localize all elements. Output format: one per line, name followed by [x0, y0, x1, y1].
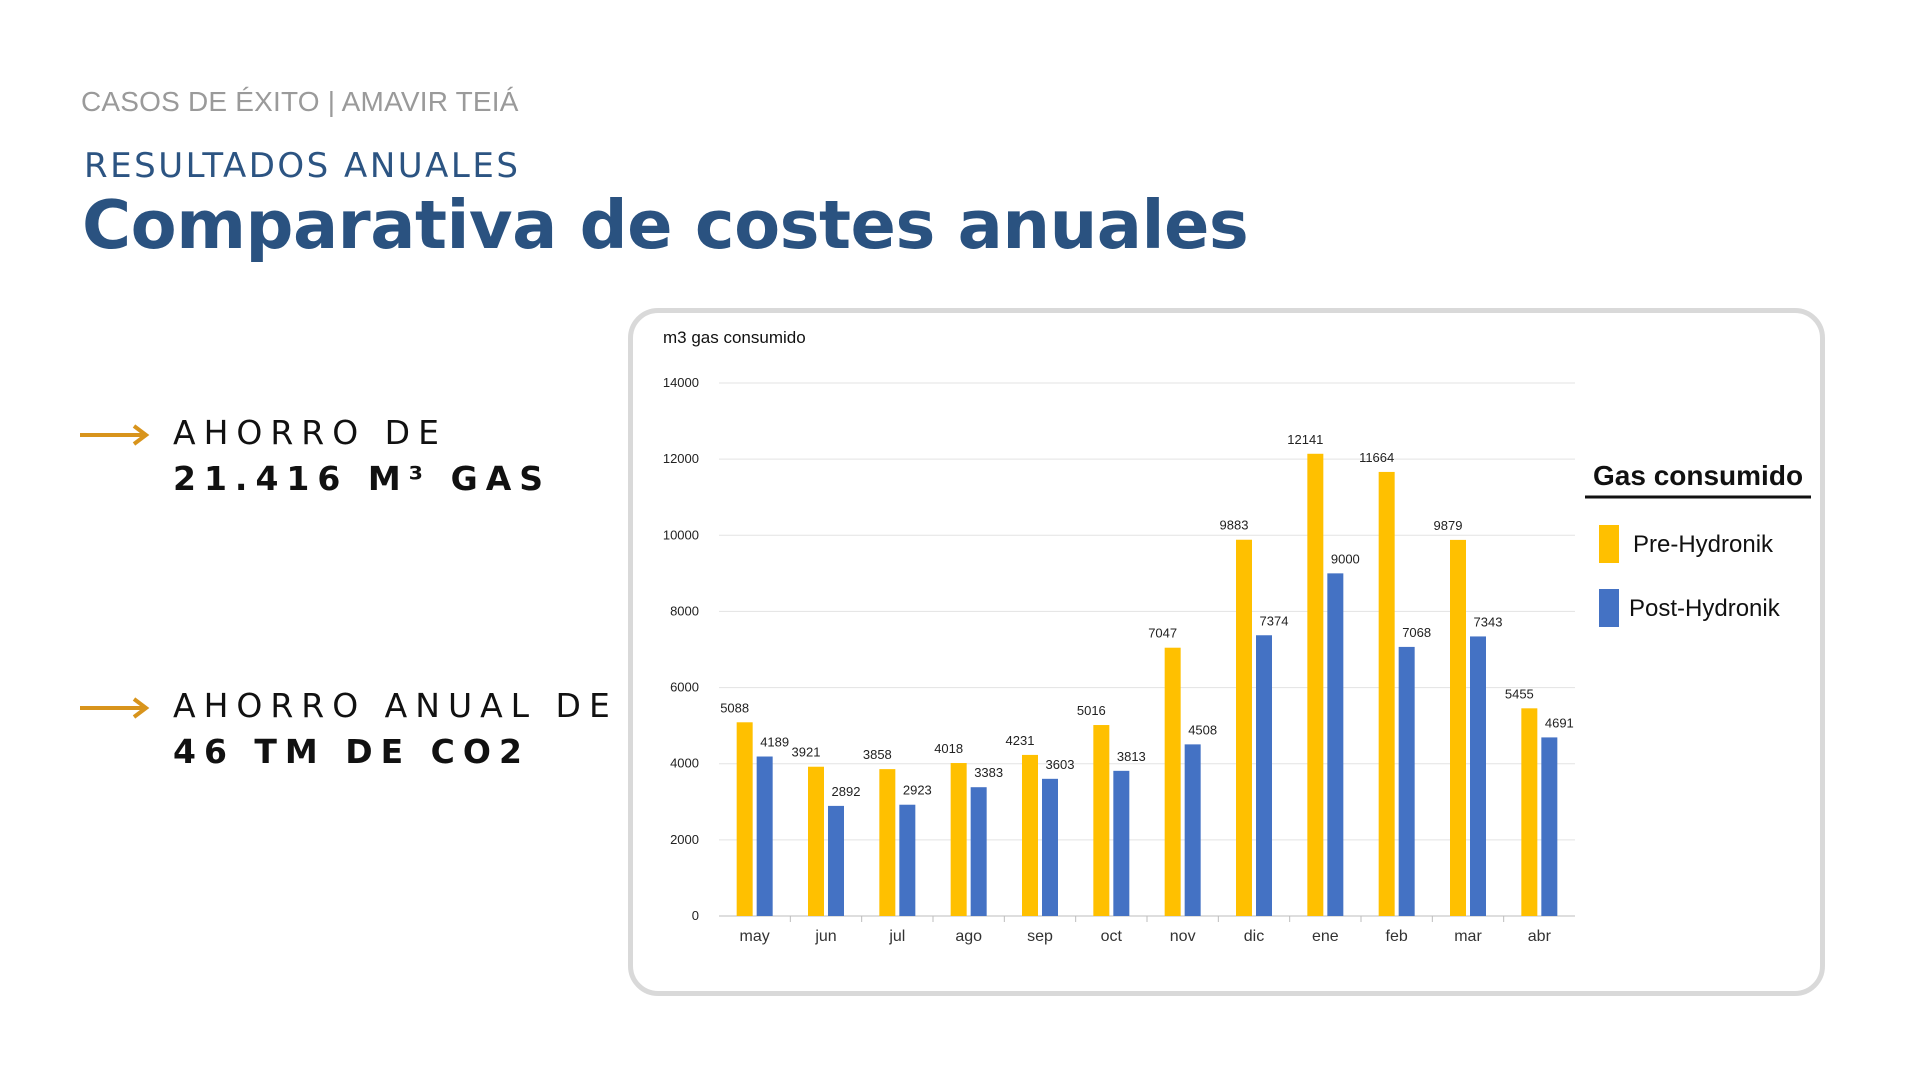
x-tick-label: jul [888, 928, 905, 945]
data-label: 2923 [903, 783, 932, 798]
x-tick-label: abr [1528, 928, 1552, 945]
stat-label: AHORRO DE [173, 413, 447, 452]
bar-pre-hydronik [1521, 708, 1538, 916]
bar-chart: m3 gas consumido 0 2000 4000 6000 8000 10000 12… [663, 328, 1811, 945]
data-label: 9879 [1434, 518, 1463, 533]
page-title: Comparativa de costes anuales [82, 186, 1249, 264]
bar-post-hydronik [899, 804, 916, 916]
data-label: 3383 [974, 765, 1003, 780]
bar-pre-hydronik [1307, 453, 1324, 916]
bar-post-hydronik [970, 787, 987, 916]
bar-pre-hydronik [950, 763, 967, 916]
x-tick-label: ago [955, 928, 982, 945]
y-tick-label: 2000 [670, 832, 699, 847]
bar-pre-hydronik [736, 722, 753, 916]
bar-pre-hydronik [879, 769, 896, 916]
data-label: 11664 [1359, 450, 1394, 465]
bar-pre-hydronik [1378, 471, 1395, 916]
section-eyebrow: CASOS DE ÉXITO | AMAVIR TEIÁ [81, 86, 519, 117]
data-label: 4231 [1006, 733, 1035, 748]
bar-post-hydronik [756, 756, 773, 916]
bar-post-hydronik [828, 805, 844, 916]
bar-pre-hydronik [1093, 725, 1110, 916]
bar-post-hydronik [1541, 737, 1558, 916]
arrow-right-icon [80, 424, 150, 446]
bar-pre-hydronik [808, 766, 824, 916]
stat-label: AHORRO ANUAL DE [173, 686, 618, 725]
y-tick-label: 0 [692, 908, 699, 923]
x-tick-label: jun [814, 928, 836, 945]
data-label: 7343 [1474, 614, 1503, 629]
data-label: 3603 [1046, 757, 1075, 772]
data-label: 7374 [1260, 613, 1289, 628]
data-label: 2892 [832, 784, 861, 799]
x-tick-label: dic [1244, 928, 1264, 945]
bar-post-hydronik [1327, 573, 1344, 916]
data-label: 5088 [720, 700, 749, 715]
data-label: 3858 [863, 747, 892, 762]
x-tick-label: may [740, 928, 770, 945]
y-tick-label: 10000 [663, 527, 699, 542]
data-label: 3813 [1117, 749, 1146, 764]
y-axis-label: m3 gas consumido [663, 328, 806, 347]
data-label: 9883 [1220, 518, 1249, 533]
y-tick-label: 12000 [663, 451, 699, 466]
x-tick-label: sep [1027, 928, 1053, 945]
legend-title: Gas consumido [1593, 460, 1803, 491]
bar-post-hydronik [1042, 778, 1058, 916]
data-label: 5455 [1505, 686, 1534, 701]
bar-pre-hydronik [1450, 539, 1466, 916]
y-tick-label: 6000 [670, 680, 699, 695]
data-label: 4508 [1188, 722, 1217, 737]
y-tick-label: 14000 [663, 375, 699, 390]
data-label: 9000 [1331, 551, 1360, 566]
x-tick-label: nov [1170, 928, 1196, 945]
bar-pre-hydronik [1164, 647, 1181, 916]
x-tick-label: feb [1386, 928, 1408, 945]
legend-entry: Pre-Hydronik [1633, 531, 1774, 558]
stat-value: 46 TM DE CO2 [173, 732, 530, 771]
x-tick-label: oct [1101, 928, 1123, 945]
arrow-right-icon [80, 697, 150, 719]
data-label: 5016 [1077, 703, 1106, 718]
legend-entry: Post-Hydronik [1629, 595, 1781, 622]
stat-value: 21.416 M³ GAS [173, 459, 552, 498]
legend-swatch [1599, 525, 1619, 563]
page-subtitle: RESULTADOS ANUALES [84, 146, 521, 186]
bar-pre-hydronik [1236, 539, 1252, 916]
data-label: 4691 [1545, 715, 1574, 730]
bar-post-hydronik [1470, 636, 1486, 916]
data-label: 7047 [1148, 626, 1177, 641]
chart-card [628, 308, 1825, 996]
bar-post-hydronik [1256, 635, 1272, 916]
data-label: 7068 [1402, 625, 1431, 640]
bar-pre-hydronik [1022, 754, 1038, 916]
x-tick-label: ene [1312, 928, 1339, 945]
data-label: 12141 [1287, 432, 1323, 447]
y-tick-label: 4000 [670, 756, 699, 771]
legend-swatch [1599, 589, 1619, 627]
bar-post-hydronik [1113, 770, 1130, 916]
x-tick-label: mar [1454, 928, 1482, 945]
bar-post-hydronik [1184, 744, 1201, 916]
bar-post-hydronik [1398, 646, 1415, 916]
data-label: 3921 [792, 745, 821, 760]
data-label: 4018 [934, 741, 963, 756]
y-tick-label: 8000 [670, 603, 699, 618]
data-label: 4189 [760, 735, 789, 750]
